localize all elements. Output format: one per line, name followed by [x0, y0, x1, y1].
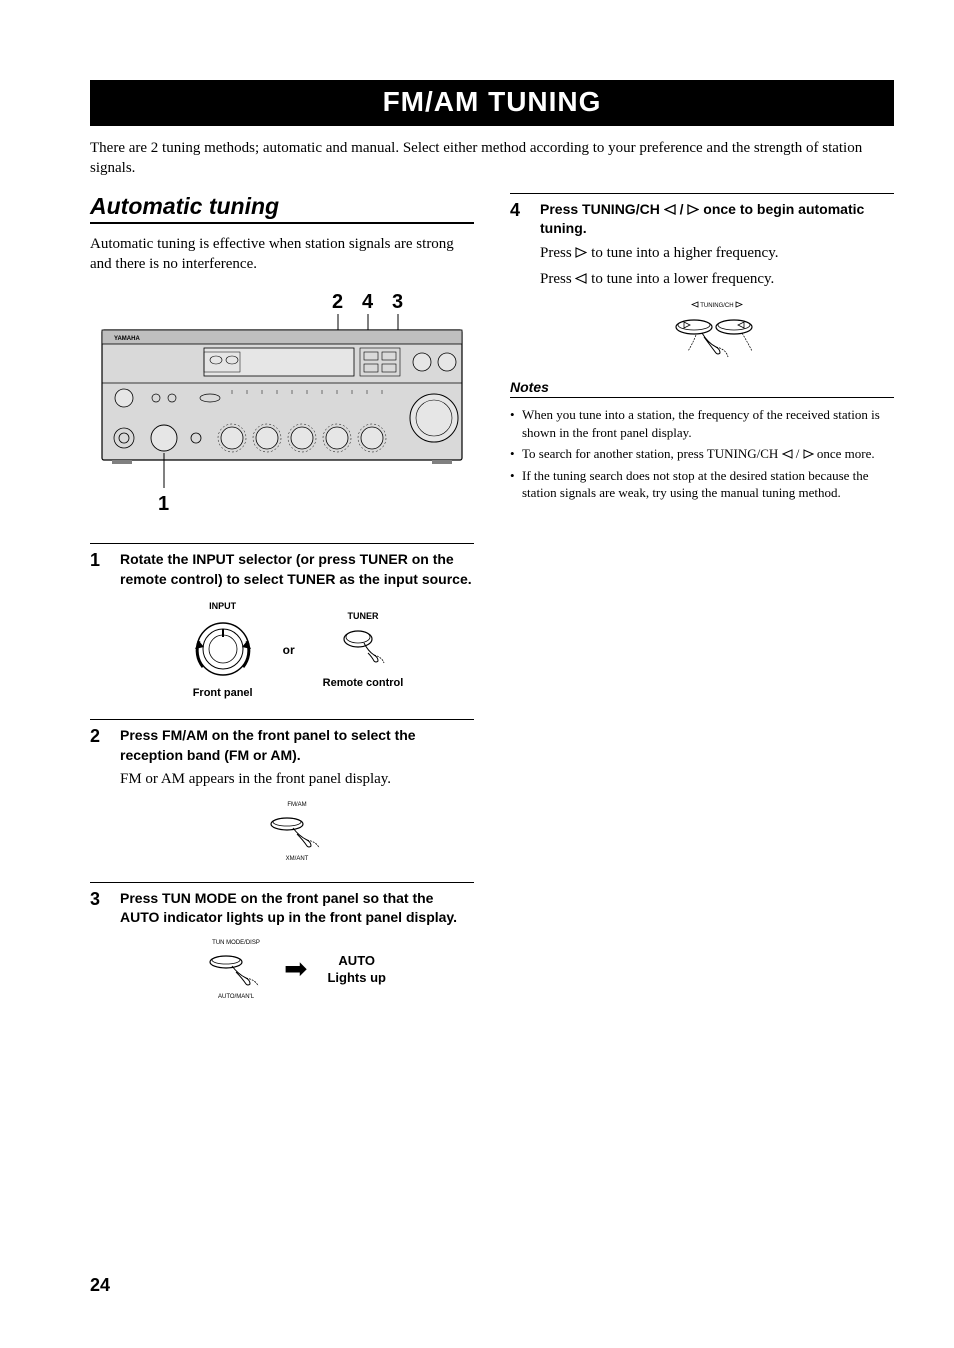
- step-4: 4 Press TUNING/CH / once to begin automa…: [510, 193, 894, 366]
- input-knob-icon: [191, 617, 255, 681]
- left-triangle-icon: [782, 449, 793, 459]
- page-number: 24: [90, 1275, 110, 1296]
- automanl-label: AUTO/MAN'L: [218, 994, 254, 1000]
- tuner-button-icon: [338, 627, 388, 671]
- callout-3: 3: [392, 291, 403, 313]
- fmam-label: FM/AM: [287, 802, 306, 808]
- step-number: 4: [510, 200, 526, 366]
- auto-lights-up: AUTO Lights up: [327, 953, 386, 987]
- step-heading: Press TUN MODE on the front panel so tha…: [120, 889, 474, 928]
- front-panel-caption: Front panel: [193, 687, 253, 699]
- step-1-illustration: INPUT Front panel or: [120, 601, 474, 699]
- receiver-illustration: 2 4 3 YAMAHA: [92, 288, 472, 518]
- auto-label: AUTO: [327, 953, 386, 970]
- step-heading: Rotate the INPUT selector (or press TUNE…: [120, 550, 474, 589]
- step-number: 3: [90, 889, 106, 1004]
- right-column: 4 Press TUNING/CH / once to begin automa…: [510, 193, 894, 1004]
- left-column: Automatic tuning Automatic tuning is eff…: [90, 193, 474, 1004]
- device-diagram: 2 4 3 YAMAHA: [90, 288, 474, 523]
- left-triangle-icon: [575, 273, 587, 284]
- intro-paragraph: There are 2 tuning methods; automatic an…: [90, 138, 894, 179]
- step-2: 2 Press FM/AM on the front panel to sele…: [90, 719, 474, 865]
- step-3-illustration: TUN MODE/DISP AUTO/MAN'L ➡ AUTO Lights u…: [120, 940, 474, 1000]
- note-item: To search for another station, press TUN…: [510, 445, 894, 463]
- heading-text: /: [676, 201, 688, 217]
- notes-list: When you tune into a station, the freque…: [510, 406, 894, 502]
- step-number: 1: [90, 550, 106, 703]
- xmant-label: XM/ANT: [286, 856, 309, 862]
- or-label: or: [283, 643, 295, 657]
- callout-1: 1: [158, 493, 169, 515]
- remote-control-caption: Remote control: [323, 677, 404, 689]
- right-triangle-icon: [803, 449, 814, 459]
- step-number: 2: [90, 726, 106, 865]
- two-column-layout: Automatic tuning Automatic tuning is eff…: [90, 193, 894, 1004]
- notes-title: Notes: [510, 379, 894, 398]
- step-4-illustration: TUNING/CH: [540, 301, 894, 361]
- step-text: Press to tune into a higher frequency.: [540, 243, 894, 263]
- page-title-band: FM/AM TUNING: [90, 80, 894, 126]
- right-triangle-icon: [575, 247, 587, 258]
- arrow-icon: ➡: [284, 956, 307, 984]
- callout-2: 2: [332, 291, 343, 313]
- left-triangle-icon: [664, 204, 676, 215]
- step-text: FM or AM appears in the front panel disp…: [120, 769, 474, 789]
- step-3: 3 Press TUN MODE on the front panel so t…: [90, 882, 474, 1004]
- svg-text:YAMAHA: YAMAHA: [114, 336, 140, 342]
- step-1: 1 Rotate the INPUT selector (or press TU…: [90, 543, 474, 703]
- step-heading: Press FM/AM on the front panel to select…: [120, 726, 474, 765]
- section-title: Automatic tuning: [90, 193, 474, 224]
- step-2-illustration: FM/AM XM/ANT: [120, 802, 474, 862]
- fmam-button-icon: [269, 814, 325, 850]
- step-heading: Press TUNING/CH / once to begin automati…: [540, 200, 894, 239]
- step-text: Press to tune into a lower frequency.: [540, 269, 894, 289]
- tunmode-label: TUN MODE/DISP: [212, 940, 260, 946]
- heading-text: Press TUNING/CH: [540, 201, 664, 217]
- tuningch-label: TUNING/CH: [691, 301, 744, 309]
- section-paragraph: Automatic tuning is effective when stati…: [90, 234, 474, 275]
- note-item: If the tuning search does not stop at th…: [510, 467, 894, 502]
- tuner-label: TUNER: [348, 611, 379, 621]
- lights-up-label: Lights up: [327, 970, 386, 987]
- page-title: FM/AM TUNING: [90, 86, 894, 118]
- input-label: INPUT: [209, 601, 236, 611]
- right-triangle-icon: [687, 204, 699, 215]
- callout-4: 4: [362, 291, 374, 313]
- note-item: When you tune into a station, the freque…: [510, 406, 894, 441]
- tunmode-button-icon: [208, 952, 264, 988]
- tuning-buttons-icon: [672, 315, 762, 361]
